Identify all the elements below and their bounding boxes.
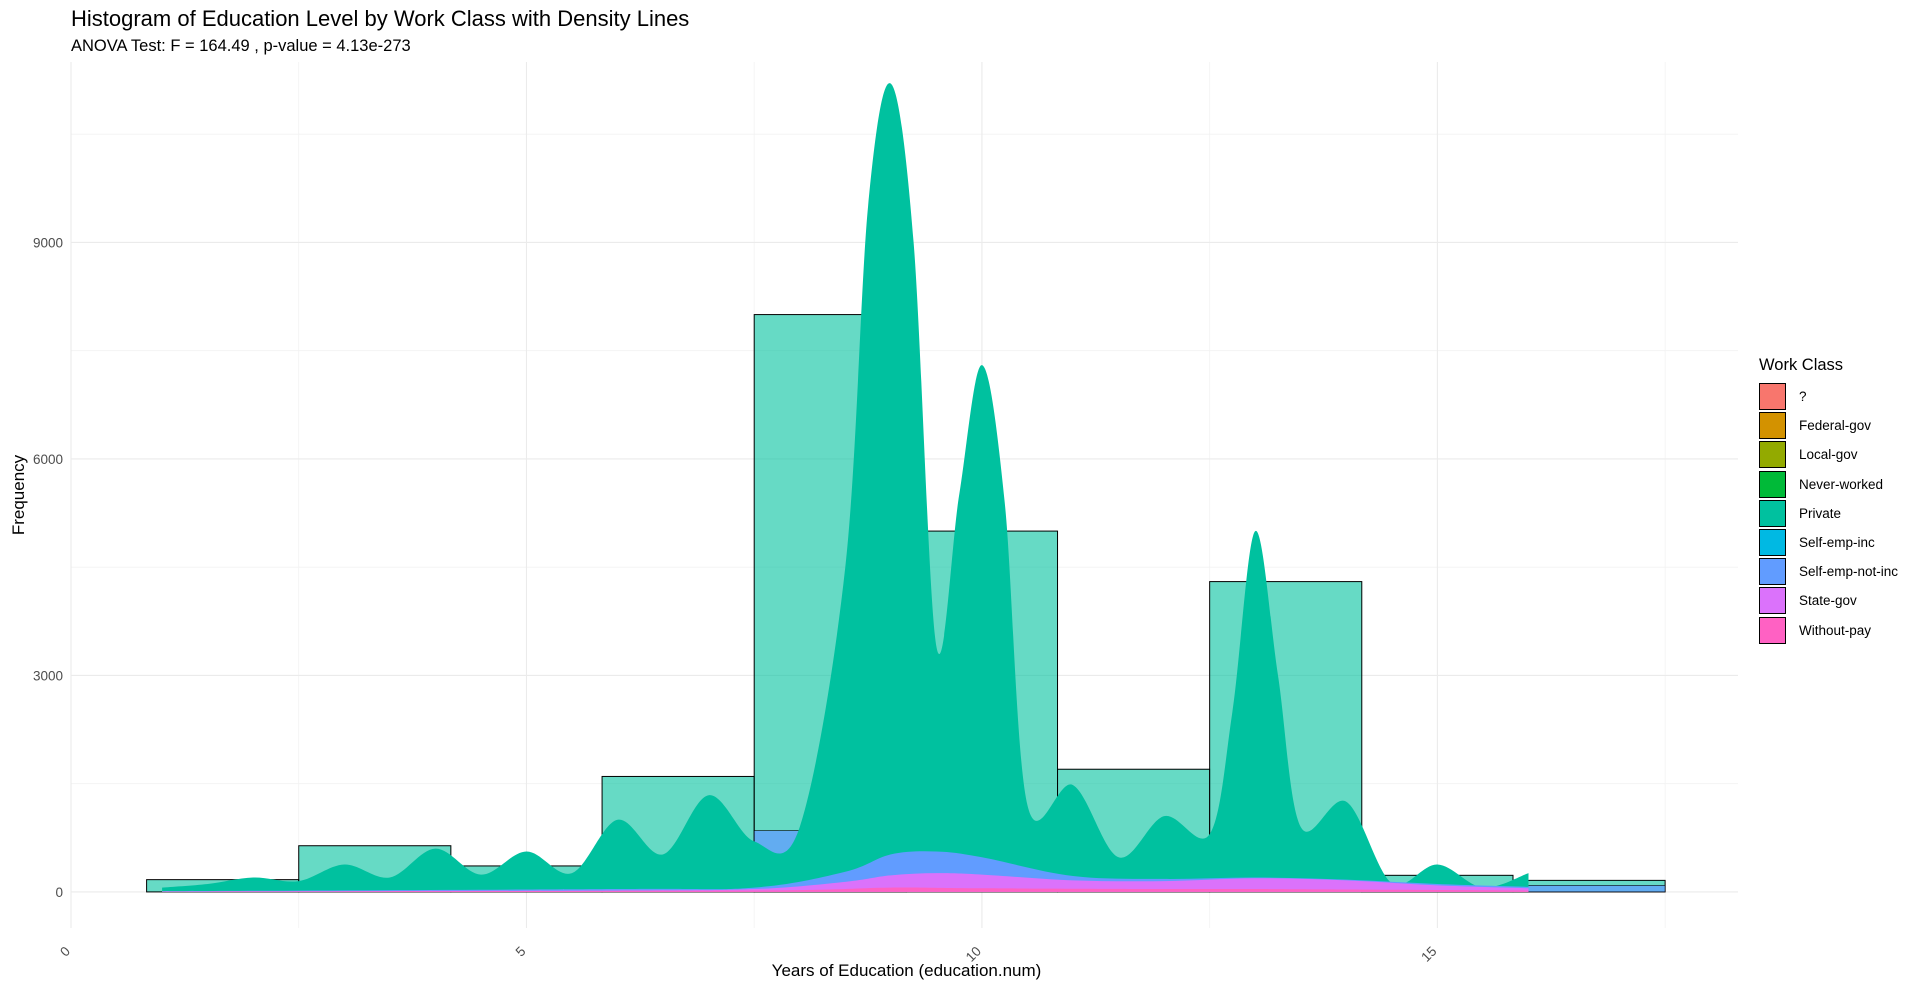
legend-label: Self-emp-inc bbox=[1799, 535, 1875, 551]
legend-item: ? bbox=[1759, 382, 1898, 411]
legend-item: Local-gov bbox=[1759, 440, 1898, 469]
legend-swatch bbox=[1759, 499, 1786, 527]
legend-items: ? Federal-gov Local-gov Never-worked Private… bbox=[1759, 382, 1898, 645]
legend-item: Private bbox=[1759, 499, 1898, 528]
legend-label: Federal-gov bbox=[1799, 418, 1872, 434]
legend-label: Without-pay bbox=[1799, 622, 1872, 638]
y-axis-title: Frequency bbox=[9, 454, 28, 535]
chart-title: Histogram of Education Level by Work Cla… bbox=[71, 6, 690, 31]
legend-label: Never-worked bbox=[1799, 476, 1884, 492]
x-tick-label: 15 bbox=[1418, 944, 1439, 965]
density-area-private bbox=[162, 83, 1529, 892]
legend-label: Private bbox=[1799, 505, 1842, 521]
legend-swatch bbox=[1759, 383, 1786, 411]
y-tick-label: 3000 bbox=[33, 668, 63, 683]
legend-title: Work Class bbox=[1759, 356, 1844, 374]
density-area-state-gov bbox=[162, 873, 1529, 892]
x-axis-title: Years of Education (education.num) bbox=[772, 961, 1042, 980]
legend-label: Self-emp-not-inc bbox=[1799, 564, 1899, 580]
x-tick-label: 5 bbox=[513, 944, 529, 960]
legend-swatch bbox=[1759, 529, 1786, 557]
legend-item: Never-worked bbox=[1759, 470, 1898, 499]
legend-item: Without-pay bbox=[1759, 616, 1898, 645]
legend-swatch bbox=[1759, 616, 1786, 644]
y-tick-label: 9000 bbox=[33, 235, 63, 250]
x-tick-label: 0 bbox=[57, 944, 73, 960]
legend-item: Federal-gov bbox=[1759, 411, 1898, 440]
legend-label: ? bbox=[1799, 389, 1807, 405]
legend-swatch bbox=[1759, 587, 1786, 615]
legend-item: State-gov bbox=[1759, 586, 1898, 615]
legend-item: Self-emp-inc bbox=[1759, 528, 1898, 557]
legend: Work Class ? Federal-gov Local-gov Never-wo… bbox=[1759, 356, 1898, 645]
y-tick-label: 0 bbox=[55, 885, 63, 900]
histogram-bar-self-emp-not-inc bbox=[1512, 885, 1666, 893]
legend-item: Self-emp-not-inc bbox=[1759, 557, 1898, 586]
legend-label: State-gov bbox=[1799, 593, 1857, 609]
legend-label: Local-gov bbox=[1799, 447, 1858, 463]
legend-swatch bbox=[1759, 558, 1786, 586]
legend-swatch bbox=[1759, 412, 1786, 440]
legend-swatch bbox=[1759, 441, 1786, 469]
chart-subtitle: ANOVA Test: F = 164.49 , p-value = 4.13e… bbox=[71, 37, 411, 55]
legend-swatch bbox=[1759, 470, 1786, 498]
y-tick-label: 6000 bbox=[33, 452, 63, 467]
density-area-without-pay bbox=[162, 887, 1529, 892]
